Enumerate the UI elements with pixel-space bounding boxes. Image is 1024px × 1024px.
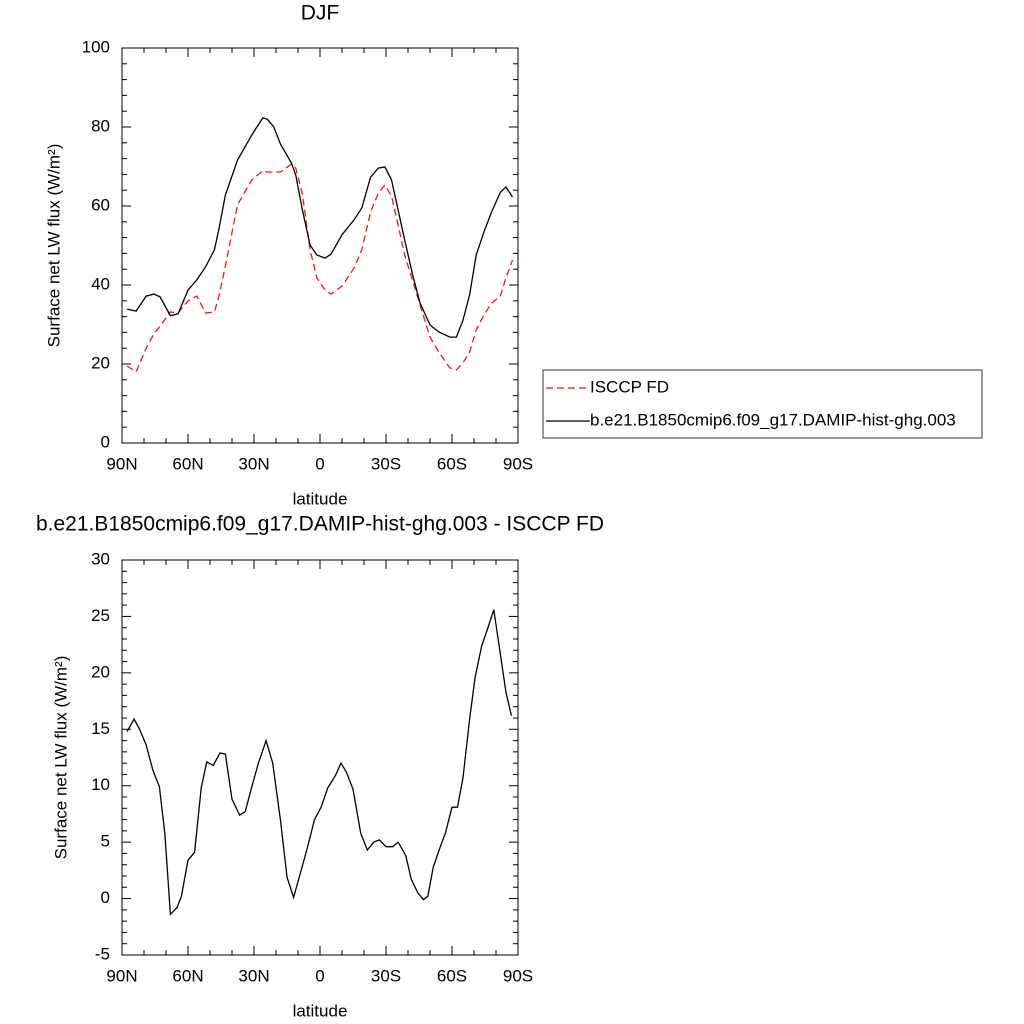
y-tick-label: 0	[101, 888, 110, 907]
data-line	[126, 609, 513, 916]
y-tick-label: 20	[91, 662, 110, 681]
y-tick-label: 0	[101, 432, 110, 451]
legend-label: ISCCP FD	[590, 377, 669, 396]
y-tick-label: 30	[91, 549, 110, 568]
x-tick-label: 30N	[238, 966, 269, 985]
x-tick-label: 90N	[106, 966, 137, 985]
y-tick-label: 25	[91, 606, 110, 625]
y-tick-label: 100	[82, 37, 110, 56]
plot-frame	[121, 47, 519, 444]
legend-box	[542, 369, 983, 439]
x-tick-label: 60S	[437, 966, 467, 985]
x-tick-label: 90S	[503, 966, 533, 985]
x-tick-label: 60N	[172, 454, 203, 473]
x-tick-label: 0	[315, 966, 324, 985]
x-tick-label: 90S	[503, 454, 533, 473]
data-line	[126, 117, 514, 338]
legend-label: b.e21.B1850cmip6.f09_g17.DAMIP-hist-ghg.…	[590, 410, 956, 429]
x-tick-label: 30N	[238, 454, 269, 473]
y-tick-label: 20	[91, 353, 110, 372]
x-tick-label: 60N	[172, 966, 203, 985]
x-tick-label: 30S	[371, 966, 401, 985]
data-line	[126, 163, 514, 373]
y-tick-label: 5	[101, 832, 110, 851]
y-axis-label: Surface net LW flux (W/m²)	[51, 656, 70, 860]
x-axis-label: latitude	[293, 489, 348, 508]
plot-frame	[121, 559, 519, 956]
x-tick-label: 30S	[371, 454, 401, 473]
x-tick-label: 90N	[106, 454, 137, 473]
chart-title: b.e21.B1850cmip6.f09_g17.DAMIP-hist-ghg.…	[36, 513, 604, 536]
y-tick-label: 15	[91, 719, 110, 738]
x-tick-label: 60S	[437, 454, 467, 473]
y-tick-label: 40	[91, 274, 110, 293]
y-tick-label: 60	[91, 195, 110, 214]
y-tick-label: -5	[95, 944, 110, 963]
y-tick-label: 80	[91, 116, 110, 135]
chart-title: DJF	[301, 2, 340, 25]
x-axis-label: latitude	[293, 1001, 348, 1020]
x-tick-label: 0	[315, 454, 324, 473]
y-axis-label: Surface net LW flux (W/m²)	[44, 144, 63, 348]
y-tick-label: 10	[91, 775, 110, 794]
